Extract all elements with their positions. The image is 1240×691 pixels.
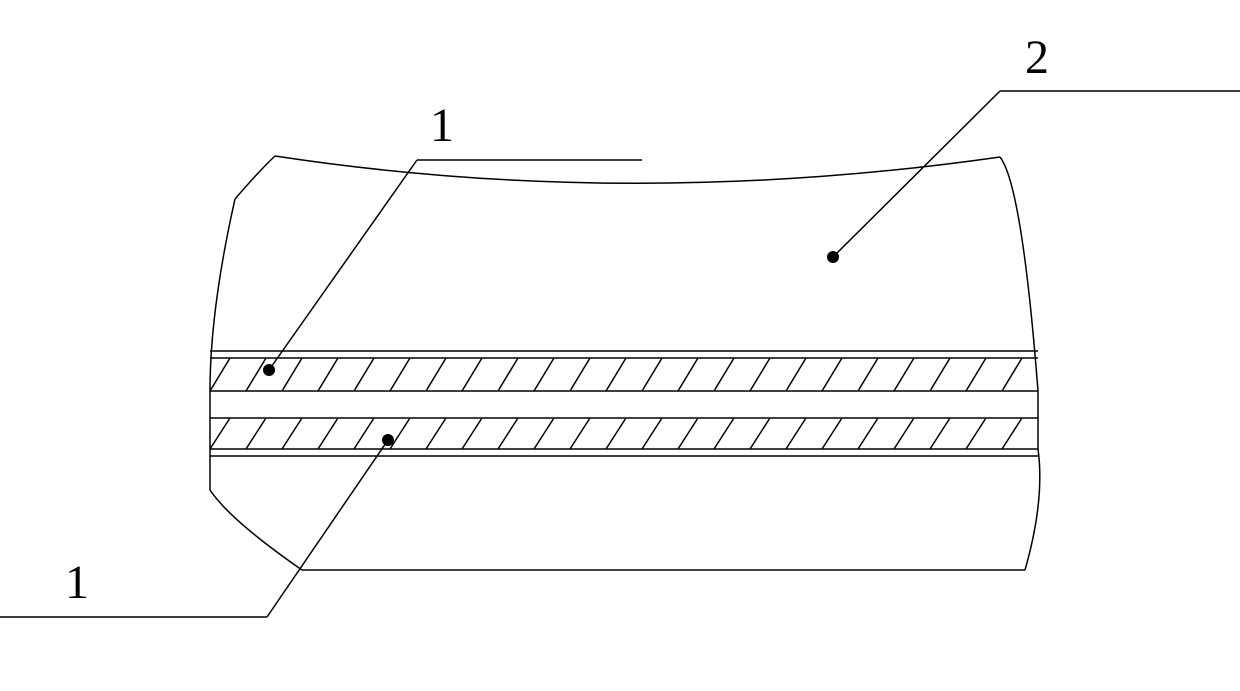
leader-leader-1-bottom [0, 434, 394, 617]
leader-leader-2 [827, 91, 1240, 263]
cross-section-diagram [0, 0, 1240, 691]
leader-lines [0, 91, 1240, 617]
callout-label-label-1-bottom: 1 [65, 555, 89, 610]
callout-label-label-2: 2 [1025, 30, 1049, 85]
hatched-layers [210, 351, 1038, 456]
leader-leader-1-top [263, 160, 642, 376]
callout-label-label-1-top: 1 [430, 98, 454, 153]
